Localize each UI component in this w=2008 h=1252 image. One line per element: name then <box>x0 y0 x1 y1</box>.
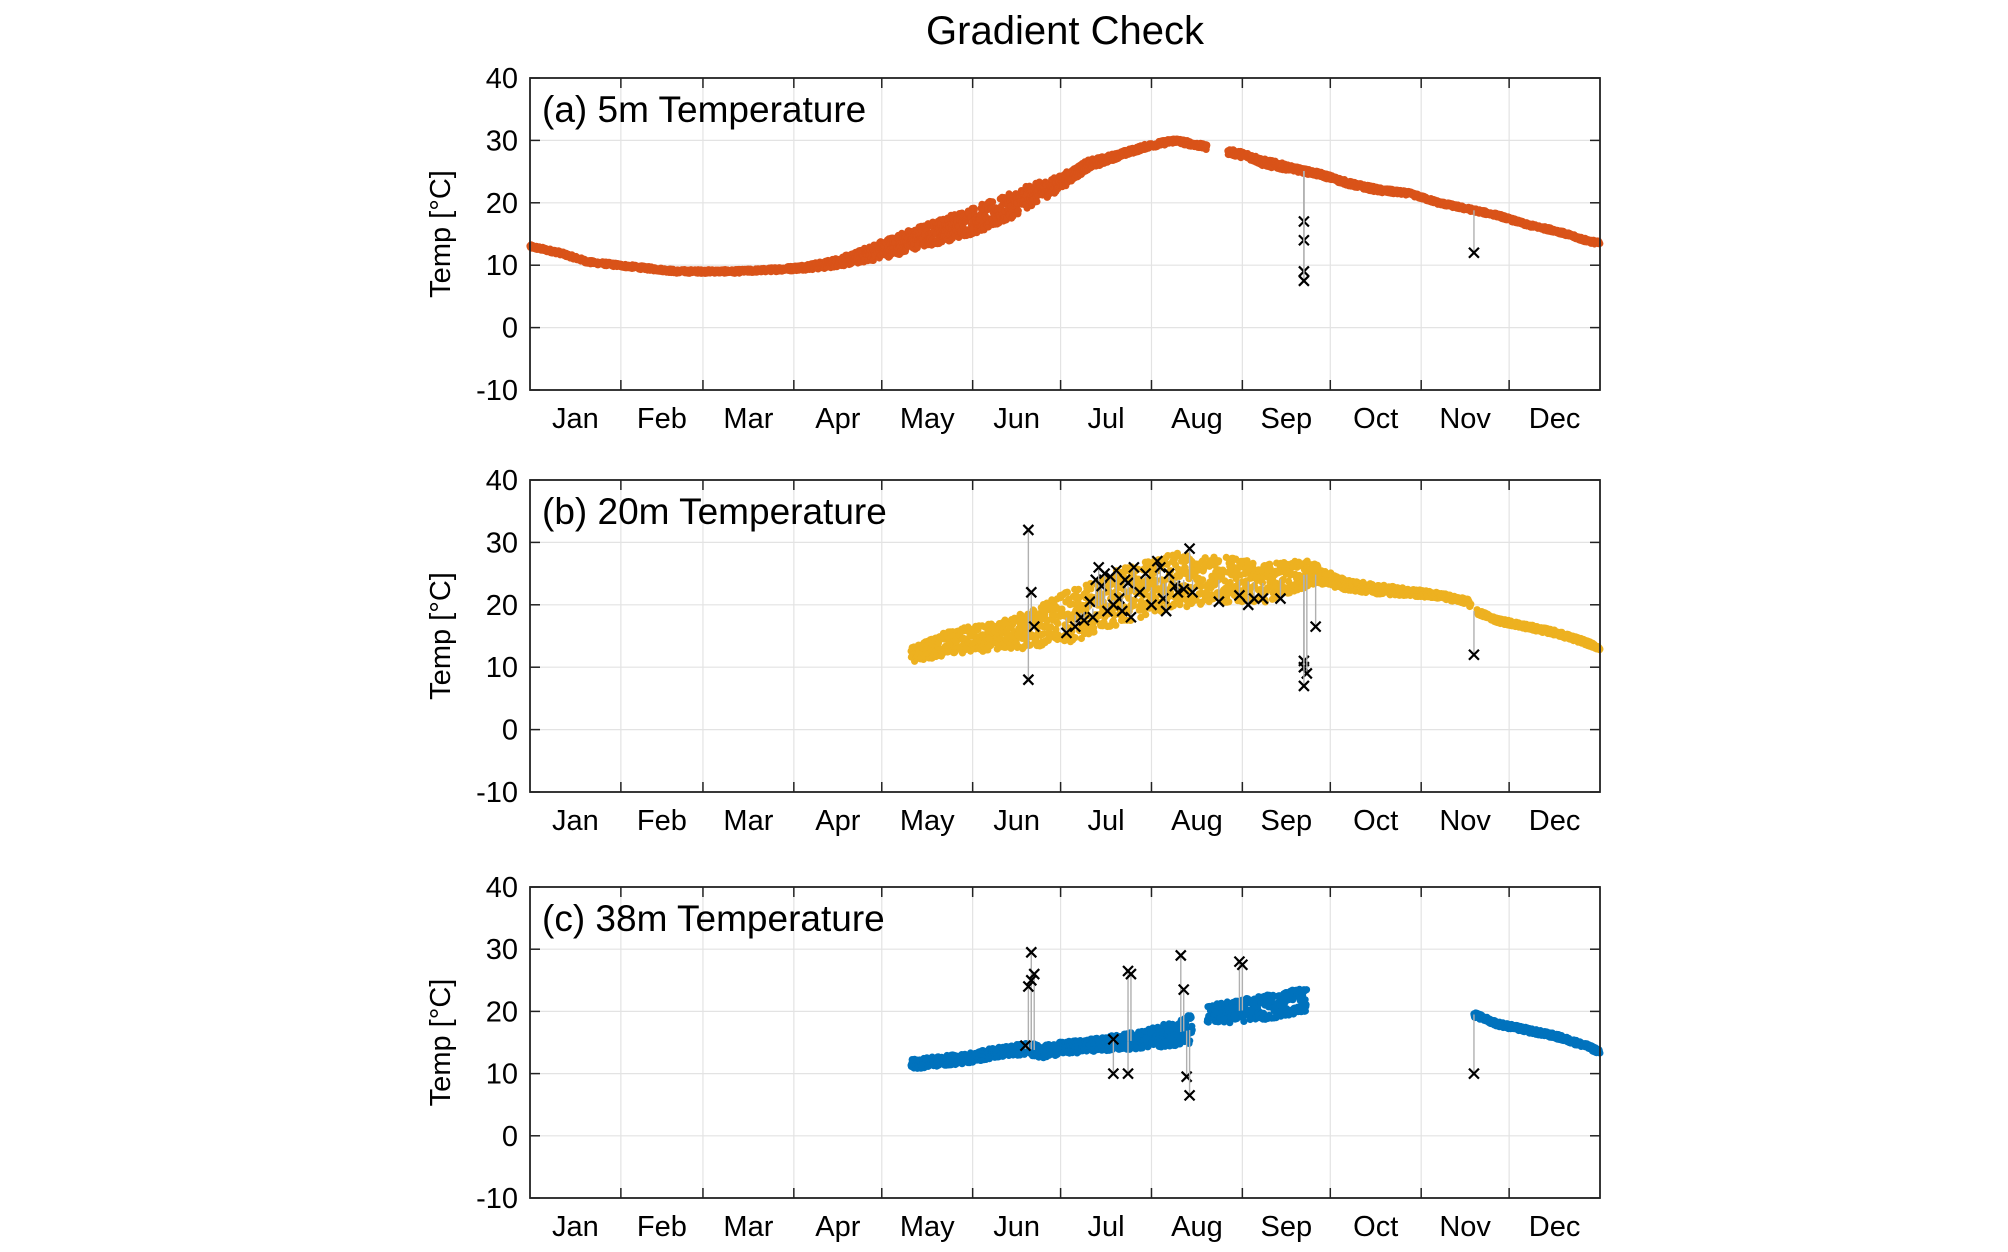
y-tick-label: 40 <box>486 465 518 497</box>
panel-label: (a) 5m Temperature <box>542 89 866 130</box>
y-axis-label: Temp [°C] <box>425 170 457 298</box>
data-point <box>1033 198 1041 206</box>
y-tick-label: -10 <box>476 375 518 407</box>
x-tick-label: Apr <box>815 805 860 837</box>
x-tick-label: Nov <box>1439 403 1491 435</box>
chart-panels: -10 0 10 20 30 40 Jan Feb Mar Apr May Jun Jul Aug Sep O… <box>425 63 1604 1243</box>
x-tick-label: Jun <box>993 805 1040 837</box>
data-point <box>1071 634 1079 642</box>
data-point <box>1225 598 1233 606</box>
y-tick-label: 30 <box>486 527 518 559</box>
data-point <box>1054 619 1062 628</box>
panel-1: -10 0 10 20 30 40 Jan Feb Mar Apr May Jun Jul Aug Sep O… <box>425 63 1604 435</box>
x-tick-label: Jul <box>1088 805 1125 837</box>
y-axis-label: Temp [°C] <box>425 572 457 700</box>
y-tick-label: 40 <box>486 63 518 95</box>
x-tick-label: Jan <box>552 403 599 435</box>
x-tick-label: Sep <box>1261 403 1313 435</box>
data-point <box>1063 588 1071 596</box>
data-point <box>1249 559 1257 568</box>
y-tick-label: 20 <box>486 590 518 622</box>
data-series <box>907 549 1604 665</box>
y-tick-label: 0 <box>502 313 518 345</box>
x-tick-label: Oct <box>1353 403 1398 435</box>
x-tick-label: Jul <box>1088 403 1125 435</box>
x-tick-label: Jan <box>552 805 599 837</box>
x-tick-label: Apr <box>815 403 860 435</box>
x-tick-label: May <box>900 805 955 837</box>
x-tick-label: Aug <box>1171 403 1223 435</box>
x-tick-label: Aug <box>1171 805 1223 837</box>
y-tick-label: 10 <box>486 652 518 684</box>
x-tick-label: Jun <box>993 403 1040 435</box>
data-point <box>1112 621 1120 629</box>
data-point <box>1130 596 1139 604</box>
data-point <box>1203 141 1211 149</box>
data-point <box>1467 600 1475 608</box>
x-tick-label: Feb <box>637 403 687 435</box>
x-tick-label: Mar <box>723 403 773 435</box>
data-series <box>526 135 1604 277</box>
y-tick-label: 30 <box>486 125 518 157</box>
x-tick-label: Sep <box>1261 805 1313 837</box>
x-tick-label: Oct <box>1353 805 1398 837</box>
x-tick-label: Mar <box>723 805 773 837</box>
y-tick-label: 20 <box>486 188 518 220</box>
data-point <box>1215 557 1223 565</box>
data-point <box>1014 207 1022 215</box>
data-point <box>1074 585 1083 593</box>
y-tick-label: -10 <box>476 777 518 809</box>
panel-2: -10 0 10 20 30 40 Jan Feb Mar Apr May Jun Jul Aug Sep O… <box>425 465 1604 837</box>
y-tick-label: 0 <box>502 715 518 747</box>
data-point <box>1087 585 1095 593</box>
data-point <box>1142 611 1150 619</box>
x-tick-label: Feb <box>637 805 687 837</box>
x-tick-label: Dec <box>1529 403 1581 435</box>
figure-title: Gradient Check <box>926 9 1205 53</box>
x-tick-label: May <box>900 403 955 435</box>
x-tick-label: Dec <box>1529 805 1581 837</box>
x-tick-label: Nov <box>1439 805 1491 837</box>
y-tick-label: 10 <box>486 250 518 282</box>
data-point <box>1090 628 1098 636</box>
